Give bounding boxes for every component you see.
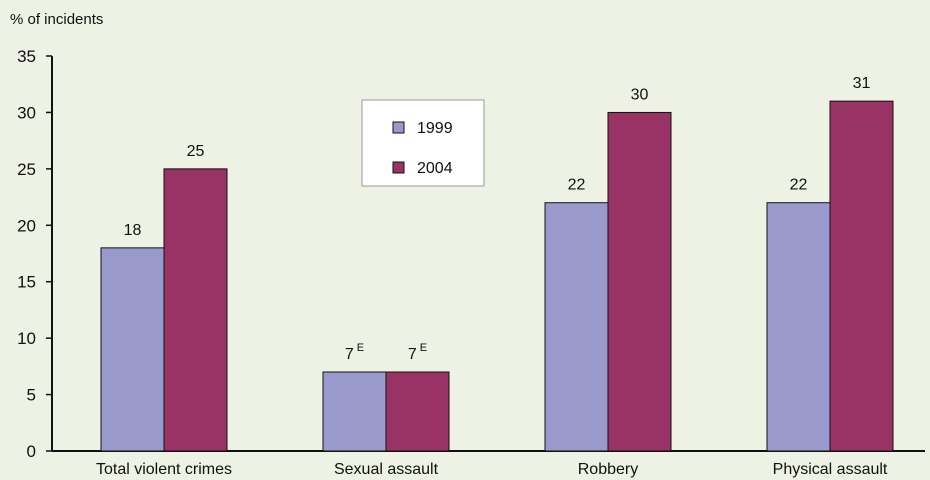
bars [100,100,894,452]
value-label: 18 [124,222,142,239]
y-tick-label: 5 [27,386,36,405]
legend-box [361,99,485,187]
value-label: 31 [853,75,871,92]
category-label: Physical assault [773,461,888,478]
legend-swatch-1999 [392,121,405,134]
y-tick-label: 10 [17,329,36,348]
legend-swatch-2004 [392,161,405,174]
value-label: 30 [631,86,649,103]
value-labels: 18 25 7 E 7 E 22 30 22 31 [124,75,871,363]
y-axis-title: % of incidents [10,11,103,28]
bar-1999-3 [766,202,831,452]
bar-2004-3 [829,100,894,452]
category-label: Total violent crimes [96,461,232,478]
category-labels: Total violent crimes Sexual assault Robber… [96,461,888,478]
legend-label-1999: 1999 [417,120,453,137]
bar-1999-1 [322,371,387,452]
bar-1999-0 [100,247,165,452]
value-label: 25 [187,143,205,160]
y-tick-label: 25 [17,160,36,179]
bar-2004-2 [607,111,672,452]
bar-1999-2 [544,202,609,452]
bar-2004-1 [385,371,450,452]
y-tick-label: 35 [17,47,36,66]
category-label: Robbery [578,461,638,478]
legend-label-2004: 2004 [417,160,453,177]
y-axis-ticks: 0 5 10 15 20 25 30 35 [17,47,52,461]
value-label: 22 [568,177,586,194]
y-tick-label: 0 [27,442,36,461]
y-tick-label: 30 [17,103,36,122]
legend: 1999 2004 [361,99,485,187]
y-tick-label: 15 [17,273,36,292]
category-label: Sexual assault [334,461,439,478]
value-label: 22 [790,177,808,194]
bar-2004-0 [163,168,228,452]
y-tick-label: 20 [17,216,36,235]
